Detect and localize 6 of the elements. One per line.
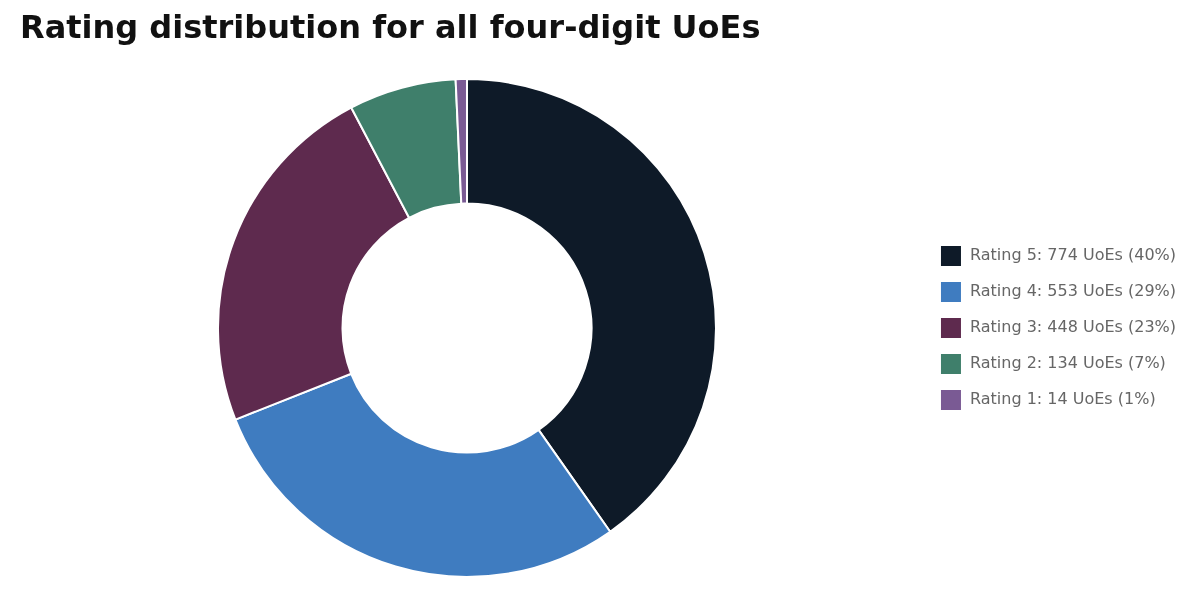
- legend-label: Rating 3: 448 UoEs (23%): [969, 317, 1176, 337]
- chart-title: Rating distribution for all four-digit UoEs: [20, 8, 762, 48]
- legend-label: Rating 5: 774 UoEs (40%): [969, 245, 1176, 265]
- legend-label: Rating 4: 553 UoEs (29%): [969, 281, 1176, 301]
- legend-label: Rating 1: 14 UoEs (1%): [969, 389, 1156, 409]
- legend-label: Rating 2: 134 UoEs (7%): [969, 353, 1166, 373]
